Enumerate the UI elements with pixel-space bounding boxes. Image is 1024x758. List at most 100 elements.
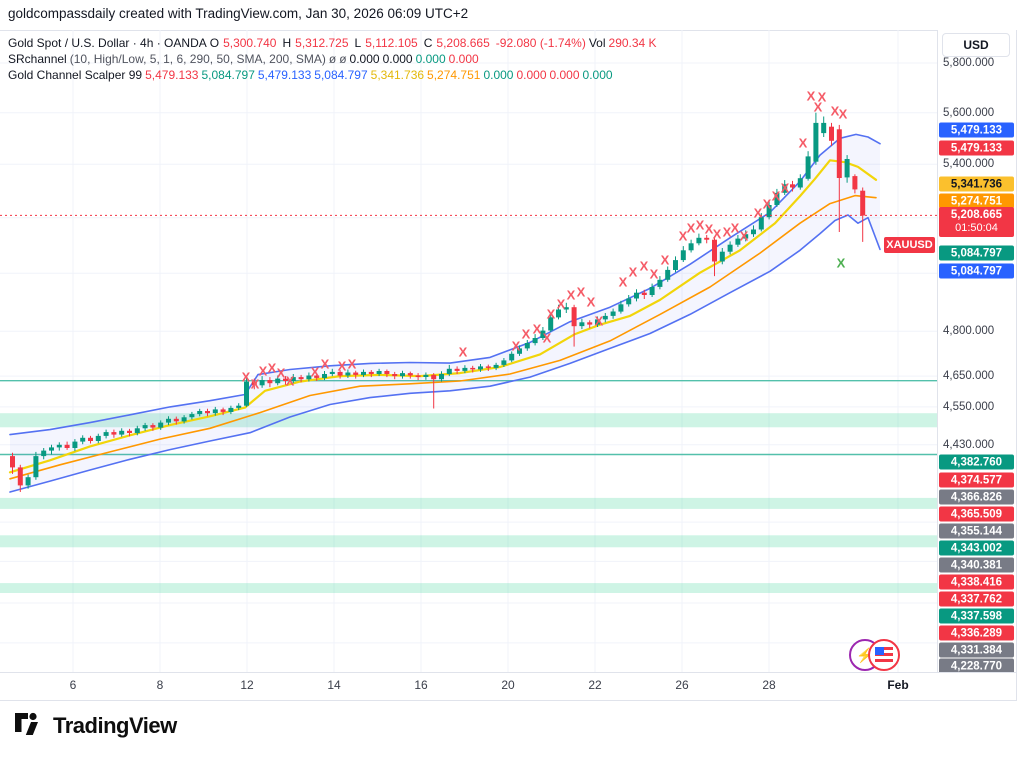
candle-body	[805, 156, 811, 179]
candle-body	[368, 371, 374, 374]
price-tick: 4,800.000	[943, 325, 995, 337]
price-scale[interactable]: USD 5,800.000 5,600.000 5,400.000 4,800.000…	[938, 30, 1016, 672]
candle-body	[41, 450, 47, 457]
time-label: 22	[588, 678, 602, 692]
us-flag-event-icon[interactable]	[868, 639, 900, 671]
candle-body	[517, 348, 522, 354]
candle-body	[618, 304, 624, 312]
candle-body	[595, 319, 600, 325]
legend-symbol-row[interactable]: Gold Spot / U.S. Dollar · 4h · OANDA O 5,3…	[8, 36, 660, 51]
time-scale[interactable]: 6 8 12 14 16 20 22 26 28 Feb	[0, 673, 1016, 700]
candle-body	[439, 374, 444, 380]
candle-body	[626, 298, 632, 305]
indicator-value: 5,479.133	[145, 68, 199, 82]
candle-body	[314, 375, 320, 378]
candle-body	[407, 373, 413, 376]
candle-body	[641, 292, 647, 295]
sell-signal-x-marker: X	[713, 227, 722, 242]
candle-body	[72, 441, 78, 448]
candle-body	[665, 269, 671, 280]
price-level-badge: 4,228.770	[939, 658, 1014, 672]
price-level-badge: 4,336.289	[939, 625, 1014, 641]
candle-body	[49, 447, 54, 451]
candle-body	[790, 184, 795, 188]
candle-body	[228, 407, 234, 412]
candle-body	[602, 315, 608, 320]
candle-body	[727, 244, 733, 252]
currency-toggle-button[interactable]: USD	[942, 33, 1010, 57]
candle-body	[657, 279, 663, 287]
candle-body	[524, 343, 530, 349]
snapshot-header-text: goldcompassdaily created with TradingVie…	[8, 6, 469, 21]
time-label: 12	[240, 678, 254, 692]
candle-body	[774, 192, 780, 205]
candle-body	[532, 338, 538, 344]
sell-signal-x-marker: X	[595, 314, 604, 329]
sell-signal-x-marker: X	[348, 357, 357, 372]
candle-body	[322, 374, 327, 378]
price-level-badge: 5,274.751	[939, 193, 1014, 209]
sell-signal-x-marker: X	[619, 275, 628, 290]
volume-label: Vol	[588, 36, 606, 50]
candle-body	[290, 377, 296, 382]
candle-body	[33, 456, 39, 478]
candle-body	[478, 366, 483, 370]
candle-body	[298, 377, 304, 380]
candle-body	[25, 477, 31, 486]
candle-body	[766, 205, 772, 218]
sell-signal-x-marker: X	[522, 327, 531, 342]
tradingview-logo-icon	[15, 712, 38, 735]
candle-body	[17, 467, 23, 486]
candle-body	[267, 380, 273, 384]
candle-body	[579, 322, 585, 327]
sell-signal-x-marker: X	[839, 107, 848, 122]
candle-body	[821, 122, 827, 134]
sell-signal-x-marker: X	[251, 377, 260, 392]
candle-body	[587, 322, 593, 325]
candle-body	[158, 422, 164, 428]
candle-body	[283, 378, 288, 381]
candle-body	[712, 239, 717, 262]
candle-body	[329, 371, 335, 374]
tradingview-logo[interactable]: TradingView	[14, 712, 177, 740]
candle-body	[454, 368, 460, 371]
candle-body	[485, 366, 491, 368]
price-level-badge: 5,479.133	[939, 140, 1014, 156]
candle-body	[80, 437, 86, 442]
legend-srchannel-row[interactable]: SRchannel (10, High/Low, 5, 1, 6, 290, 50…	[8, 52, 660, 67]
support-resistance-zone	[0, 535, 937, 548]
sell-signal-x-marker: X	[772, 189, 781, 204]
price-tick: 4,430.000	[943, 439, 995, 451]
candle-body	[540, 330, 546, 338]
bar-countdown-timer: 01:50:04	[955, 222, 998, 234]
candle-body	[571, 307, 577, 327]
sell-signal-x-marker: X	[740, 229, 749, 244]
candle-body	[64, 444, 70, 448]
sell-signal-x-marker: X	[696, 218, 705, 233]
symbol-title: Gold Spot / U.S. Dollar · 4h · OANDA	[8, 36, 207, 50]
candle-body	[844, 159, 850, 178]
price-level-badge: 5,479.133	[939, 122, 1014, 138]
candle-body	[337, 371, 343, 376]
price-level-badge: 4,355.144	[939, 523, 1014, 539]
ohlc-value: 5,312.725	[295, 36, 349, 50]
price-level-badge: 4,382.760	[939, 454, 1014, 470]
sell-signal-x-marker: X	[587, 295, 596, 310]
sell-signal-x-marker: X	[679, 229, 688, 244]
candle-body	[392, 374, 398, 377]
support-resistance-zone	[0, 583, 937, 593]
time-label: Feb	[887, 678, 909, 692]
sell-signal-x-marker: X	[268, 361, 277, 376]
candle-body	[634, 292, 639, 299]
buy-signal-x-marker: X	[837, 256, 846, 271]
legend-scalper-row[interactable]: Gold Channel Scalper 99 5,479.133 5,084.79…	[8, 68, 660, 83]
indicator-name-scalper: Gold Channel Scalper 99	[8, 68, 143, 82]
indicator-value: 0.000	[549, 68, 580, 82]
sell-signal-x-marker: X	[807, 89, 816, 104]
candle-body	[220, 409, 226, 412]
change-value: -92.080 (-1.74%)	[495, 36, 586, 50]
indicator-params: (10, High/Low, 5, 1, 6, 290, 50, SMA, 20…	[69, 52, 326, 66]
candle-body	[470, 367, 476, 370]
candle-body	[743, 234, 749, 239]
